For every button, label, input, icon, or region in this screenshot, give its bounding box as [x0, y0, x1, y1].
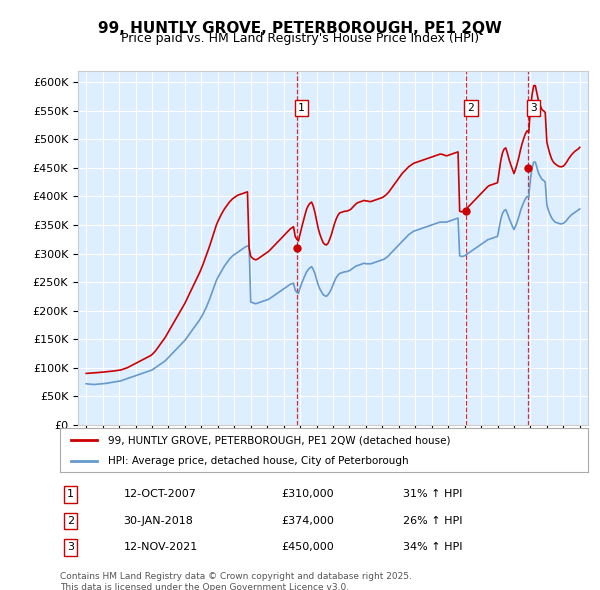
Text: 2: 2 — [67, 516, 74, 526]
Text: 99, HUNTLY GROVE, PETERBOROUGH, PE1 2QW (detached house): 99, HUNTLY GROVE, PETERBOROUGH, PE1 2QW … — [107, 435, 450, 445]
Text: 3: 3 — [530, 103, 536, 113]
Text: 2: 2 — [467, 103, 474, 113]
Text: 12-OCT-2007: 12-OCT-2007 — [124, 490, 196, 499]
Text: Contains HM Land Registry data © Crown copyright and database right 2025.
This d: Contains HM Land Registry data © Crown c… — [60, 572, 412, 590]
Text: 26% ↑ HPI: 26% ↑ HPI — [403, 516, 463, 526]
Text: £374,000: £374,000 — [282, 516, 335, 526]
Text: Price paid vs. HM Land Registry's House Price Index (HPI): Price paid vs. HM Land Registry's House … — [121, 32, 479, 45]
Text: 30-JAN-2018: 30-JAN-2018 — [124, 516, 193, 526]
Text: 31% ↑ HPI: 31% ↑ HPI — [403, 490, 463, 499]
Text: 1: 1 — [298, 103, 305, 113]
Text: 99, HUNTLY GROVE, PETERBOROUGH, PE1 2QW: 99, HUNTLY GROVE, PETERBOROUGH, PE1 2QW — [98, 21, 502, 35]
Text: £450,000: £450,000 — [282, 542, 335, 552]
Text: 3: 3 — [67, 542, 74, 552]
Text: £310,000: £310,000 — [282, 490, 334, 499]
Text: HPI: Average price, detached house, City of Peterborough: HPI: Average price, detached house, City… — [107, 456, 408, 466]
Text: 34% ↑ HPI: 34% ↑ HPI — [403, 542, 463, 552]
Text: 1: 1 — [67, 490, 74, 499]
Text: 12-NOV-2021: 12-NOV-2021 — [124, 542, 197, 552]
